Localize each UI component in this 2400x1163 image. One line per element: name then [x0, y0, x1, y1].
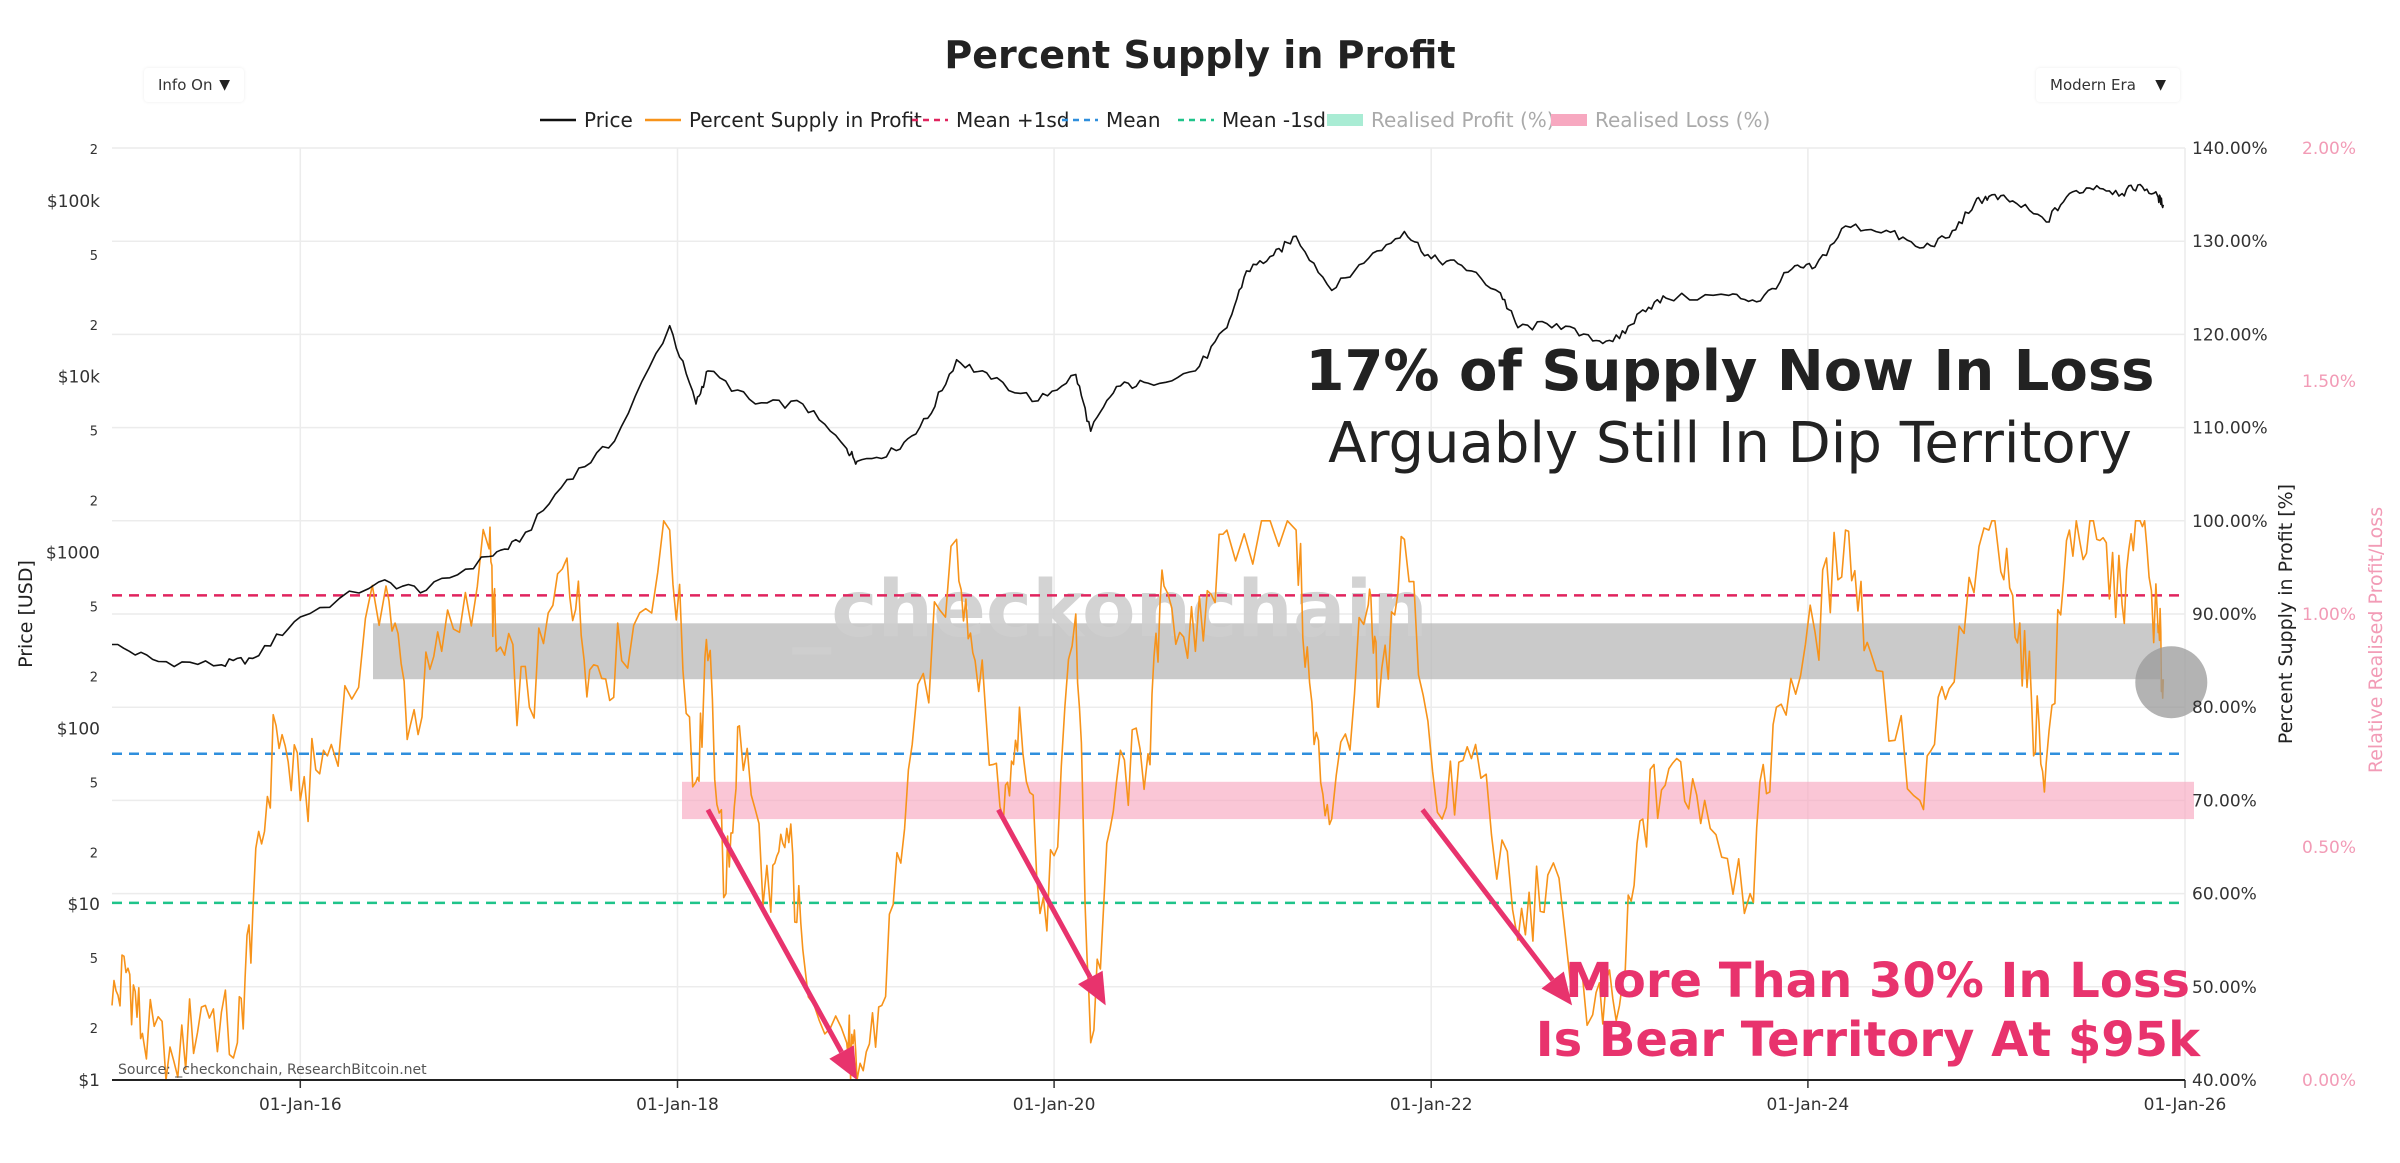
- right-tick-label: 90.00%: [2192, 605, 2257, 625]
- x-tick-label: 01-Jan-24: [1767, 1095, 1850, 1115]
- left-tick-label: 2: [90, 495, 98, 510]
- left-tick-label: 2: [90, 143, 98, 158]
- right-tick-label: 130.00%: [2192, 232, 2268, 252]
- left-tick-label: 2: [90, 1022, 98, 1037]
- current-level-band: [373, 623, 2160, 680]
- dropdown-arrow-icon: ▼: [2155, 77, 2166, 93]
- trend-arrow-head-2: [1078, 970, 1106, 1006]
- era-select-label: Modern Era: [2050, 76, 2136, 94]
- trend-arrows: [705, 808, 1573, 1080]
- info-toggle-label: Info On: [158, 76, 213, 94]
- legend-label-3: Mean +1sd: [956, 108, 1069, 132]
- right-tick-label: 60.00%: [2192, 885, 2257, 905]
- left-axis-title: Price [USD]: [15, 560, 37, 668]
- left-tick-label: 5: [90, 601, 98, 616]
- right2-axis-title: Relative Realised Profit/Loss: [2365, 507, 2387, 773]
- reference-lines: [112, 594, 2185, 905]
- left-tick-label: $1000: [46, 544, 100, 564]
- headline-bold: 17% of Supply Now In Loss: [1305, 339, 2154, 404]
- trend-arrow-head-1: [829, 1045, 857, 1080]
- bear-annotation-line2: Is Bear Territory At $95k: [1536, 1012, 2201, 1068]
- legend-label-2: Percent Supply in Profit: [689, 108, 922, 132]
- right2-tick-label: 1.50%: [2302, 372, 2356, 392]
- supply-in-profit-line: [111, 520, 2165, 1081]
- x-tick-label: 01-Jan-18: [636, 1095, 719, 1115]
- left-tick-label: $10k: [58, 368, 100, 388]
- bear-annotation-line1: More Than 30% In Loss: [1565, 953, 2190, 1009]
- left-tick-label: 2: [90, 846, 98, 861]
- legend: Price Percent Supply in Profit Mean +1sd Me…: [540, 108, 1770, 132]
- left-tick-label: 5: [90, 952, 98, 967]
- legend-swatch-7: [1551, 114, 1587, 126]
- left-tick-label: $100: [57, 719, 100, 739]
- trend-arrow-shaft-1: [705, 808, 844, 1054]
- current-level-marker: [2135, 646, 2208, 719]
- left-tick-label: 5: [90, 776, 98, 791]
- trend-arrow-shaft-3: [1420, 808, 1555, 982]
- trend-arrow-shaft-2: [996, 808, 1093, 979]
- chart-title: Percent Supply in Profit: [944, 33, 1455, 77]
- legend-label-4: Mean: [1106, 108, 1161, 132]
- headline-light: Arguably Still In Dip Territory: [1328, 411, 2132, 476]
- legend-label-6: Realised Profit (%): [1371, 108, 1555, 132]
- left-tick-label: 5: [90, 425, 98, 440]
- right-tick-label: 40.00%: [2192, 1071, 2257, 1091]
- right2-tick-label: 0.50%: [2302, 838, 2356, 858]
- axes: 40.00%50.00%60.00%70.00%80.00%90.00%100.…: [15, 139, 2387, 1115]
- price-line: [112, 183, 2165, 668]
- source-note: Source: _checkonchain, ResearchBitcoin.n…: [118, 1062, 427, 1078]
- right2-tick-label: 0.00%: [2302, 1071, 2356, 1091]
- legend-label-7: Realised Loss (%): [1595, 108, 1770, 132]
- legend-label-1: Price: [584, 108, 633, 132]
- trend-arrow-head-3: [1541, 971, 1573, 1006]
- right-tick-label: 50.00%: [2192, 978, 2257, 998]
- dropdown-arrow-icon: ▼: [219, 77, 230, 93]
- era-select[interactable]: Modern Era ▼: [2036, 68, 2180, 102]
- info-toggle-select[interactable]: Info On ▼: [144, 68, 244, 102]
- right-tick-label: 120.00%: [2192, 325, 2268, 345]
- left-tick-label: 2: [90, 319, 98, 334]
- left-tick-label: $1: [78, 1071, 100, 1091]
- left-tick-label: $10: [68, 895, 100, 915]
- series-layer: [111, 183, 2208, 1081]
- right-tick-label: 80.00%: [2192, 698, 2257, 718]
- left-tick-label: $100k: [47, 192, 100, 212]
- legend-swatch-6: [1327, 114, 1363, 126]
- watermark: _checkonchain: [792, 565, 1427, 655]
- x-tick-label: 01-Jan-16: [259, 1095, 342, 1115]
- right-tick-label: 110.00%: [2192, 419, 2268, 439]
- left-tick-label: 2: [90, 670, 98, 685]
- x-tick-label: 01-Jan-22: [1390, 1095, 1473, 1115]
- right-tick-label: 100.00%: [2192, 512, 2268, 532]
- right-tick-label: 140.00%: [2192, 139, 2268, 159]
- right-axis-title: Percent Supply in Profit [%]: [2275, 484, 2297, 744]
- right-tick-label: 70.00%: [2192, 791, 2257, 811]
- left-tick-label: 5: [90, 249, 98, 264]
- legend-label-5: Mean -1sd: [1222, 108, 1326, 132]
- x-tick-label: 01-Jan-26: [2144, 1095, 2227, 1115]
- right2-tick-label: 1.00%: [2302, 605, 2356, 625]
- x-tick-label: 01-Jan-20: [1013, 1095, 1096, 1115]
- right2-tick-label: 2.00%: [2302, 139, 2356, 159]
